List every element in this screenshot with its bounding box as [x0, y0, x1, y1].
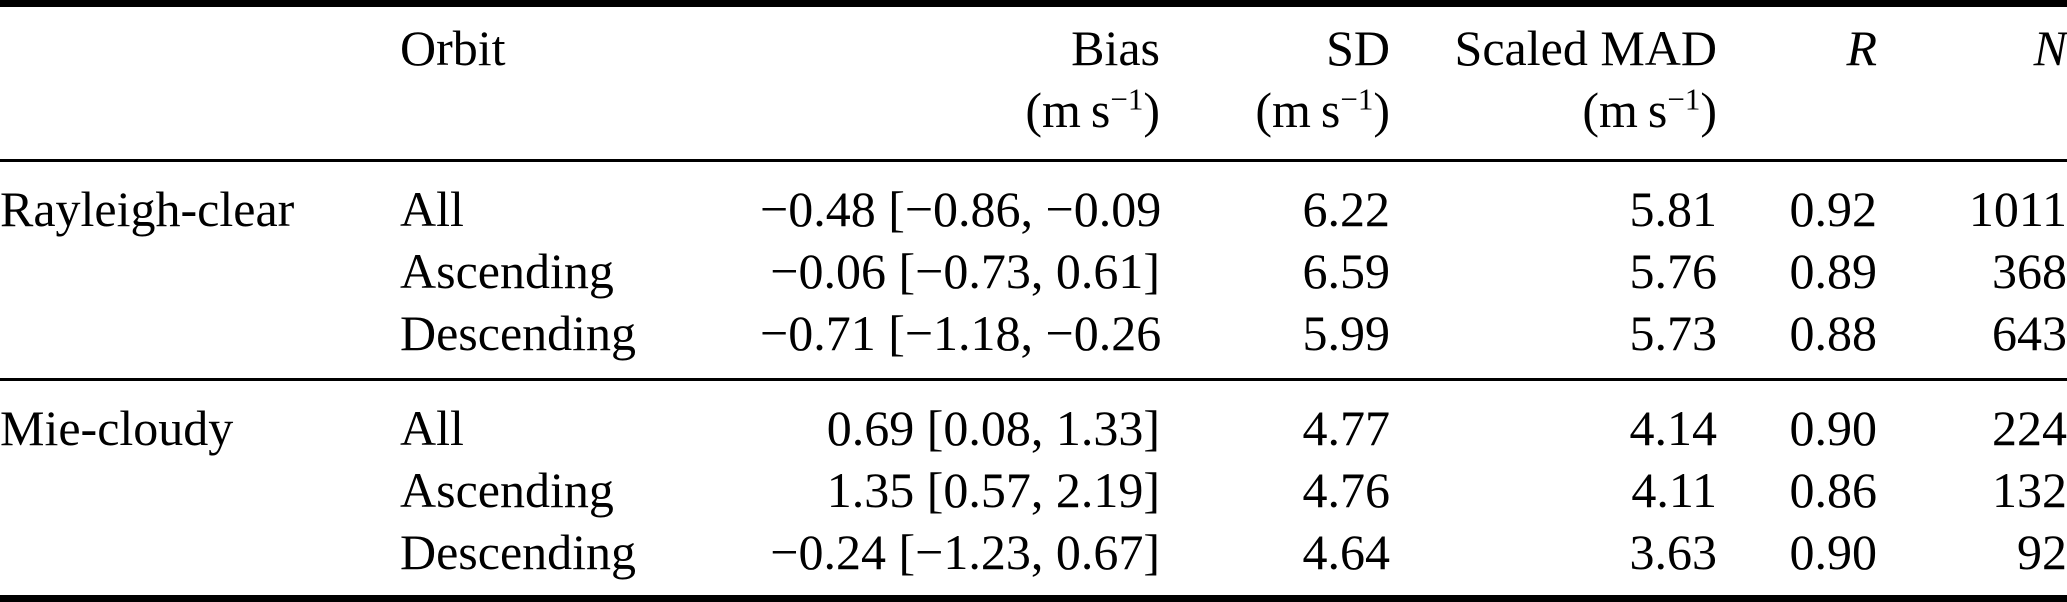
- bias-cell: 1.35 [0.57, 2.19]: [826, 462, 1160, 518]
- column-header-scaled-mad: Scaled MAD: [1454, 20, 1717, 76]
- scaled-mad-cell: 3.63: [1629, 524, 1718, 580]
- r-cell: 0.90: [1789, 400, 1878, 456]
- superscript-exponent: −1: [1110, 81, 1144, 117]
- column-header-n: N: [2033, 20, 2067, 76]
- n-cell: 643: [1992, 305, 2067, 361]
- n-cell: 1011: [1968, 181, 2067, 237]
- scaled-mad-cell: 4.11: [1631, 462, 1717, 518]
- scaled-mad-cell: 4.14: [1629, 400, 1718, 456]
- bias-cell: −0.24 [−1.23, 0.67]: [770, 524, 1160, 580]
- row-group-label: [0, 521, 400, 599]
- n-cell: 368: [1992, 243, 2067, 299]
- r-cell: 0.86: [1789, 462, 1878, 518]
- unit-spacer: [1717, 79, 1877, 161]
- r-cell: 0.92: [1789, 181, 1878, 237]
- column-header-r: R: [1846, 20, 1877, 76]
- bias-cell: −0.71 [−1.18, −0.26]: [760, 305, 1160, 361]
- sd-cell: 5.99: [1302, 305, 1391, 361]
- scaled-mad-unit-label: (m s−1): [1582, 81, 1717, 138]
- bias-cell: 0.69 [0.08, 1.33]: [826, 400, 1160, 456]
- orbit-cell: All: [400, 400, 464, 456]
- scaled-mad-cell: 5.76: [1629, 243, 1718, 299]
- column-header-orbit: Orbit: [400, 20, 506, 76]
- rayleigh-clear-group: Rayleigh-clear All −0.48 [−0.86, −0.09] …: [0, 161, 2067, 380]
- sd-cell: 4.76: [1302, 462, 1391, 518]
- unit-spacer: [400, 79, 760, 161]
- n-cell: 92: [2017, 524, 2067, 580]
- orbit-cell: Descending: [400, 305, 637, 361]
- superscript-exponent: −1: [1340, 81, 1374, 117]
- mie-cloudy-group: Mie-cloudy All 0.69 [0.08, 1.33] 4.77 4.…: [0, 380, 2067, 599]
- sd-cell: 6.59: [1302, 243, 1391, 299]
- column-header-sd: SD: [1326, 20, 1390, 76]
- table-row: Descending −0.24 [−1.23, 0.67] 4.64 3.63…: [0, 521, 2067, 599]
- row-group-label: [0, 302, 400, 380]
- table-row: Descending −0.71 [−1.18, −0.26] 5.99 5.7…: [0, 302, 2067, 380]
- bias-cell: −0.48 [−0.86, −0.09]: [760, 181, 1160, 237]
- n-cell: 132: [1992, 462, 2067, 518]
- r-cell: 0.88: [1789, 305, 1878, 361]
- table-row: Rayleigh-clear All −0.48 [−0.86, −0.09] …: [0, 161, 2067, 241]
- r-cell: 0.89: [1789, 243, 1878, 299]
- orbit-cell: Descending: [400, 524, 637, 580]
- n-cell: 224: [1992, 400, 2067, 456]
- sd-cell: 4.64: [1302, 524, 1391, 580]
- table-header: Orbit Bias SD Scaled MAD R N (m s−1) (m …: [0, 4, 2067, 161]
- superscript-exponent: −1: [1667, 81, 1701, 117]
- group-header-spacer: [0, 4, 400, 80]
- sd-unit-label: (m s−1): [1255, 81, 1390, 138]
- r-cell: 0.90: [1789, 524, 1878, 580]
- row-group-label: Rayleigh-clear: [0, 181, 295, 237]
- sd-cell: 6.22: [1302, 181, 1391, 237]
- unit-spacer: [1877, 79, 2067, 161]
- bias-cell: −0.06 [−0.73, 0.61]: [770, 243, 1160, 299]
- table-row: Ascending −0.06 [−0.73, 0.61] 6.59 5.76 …: [0, 240, 2067, 302]
- scaled-mad-cell: 5.73: [1629, 305, 1718, 361]
- row-group-label: Mie-cloudy: [0, 400, 234, 456]
- orbit-cell: All: [400, 181, 464, 237]
- table-row: Ascending 1.35 [0.57, 2.19] 4.76 4.11 0.…: [0, 459, 2067, 521]
- unit-spacer: [0, 79, 400, 161]
- bias-unit-label: (m s−1): [1025, 81, 1160, 138]
- scaled-mad-cell: 5.81: [1629, 181, 1718, 237]
- table-row: Mie-cloudy All 0.69 [0.08, 1.33] 4.77 4.…: [0, 380, 2067, 460]
- sd-cell: 4.77: [1302, 400, 1391, 456]
- row-group-label: [0, 240, 400, 302]
- orbit-cell: Ascending: [400, 243, 614, 299]
- column-header-bias: Bias: [1071, 20, 1160, 76]
- row-group-label: [0, 459, 400, 521]
- orbit-cell: Ascending: [400, 462, 614, 518]
